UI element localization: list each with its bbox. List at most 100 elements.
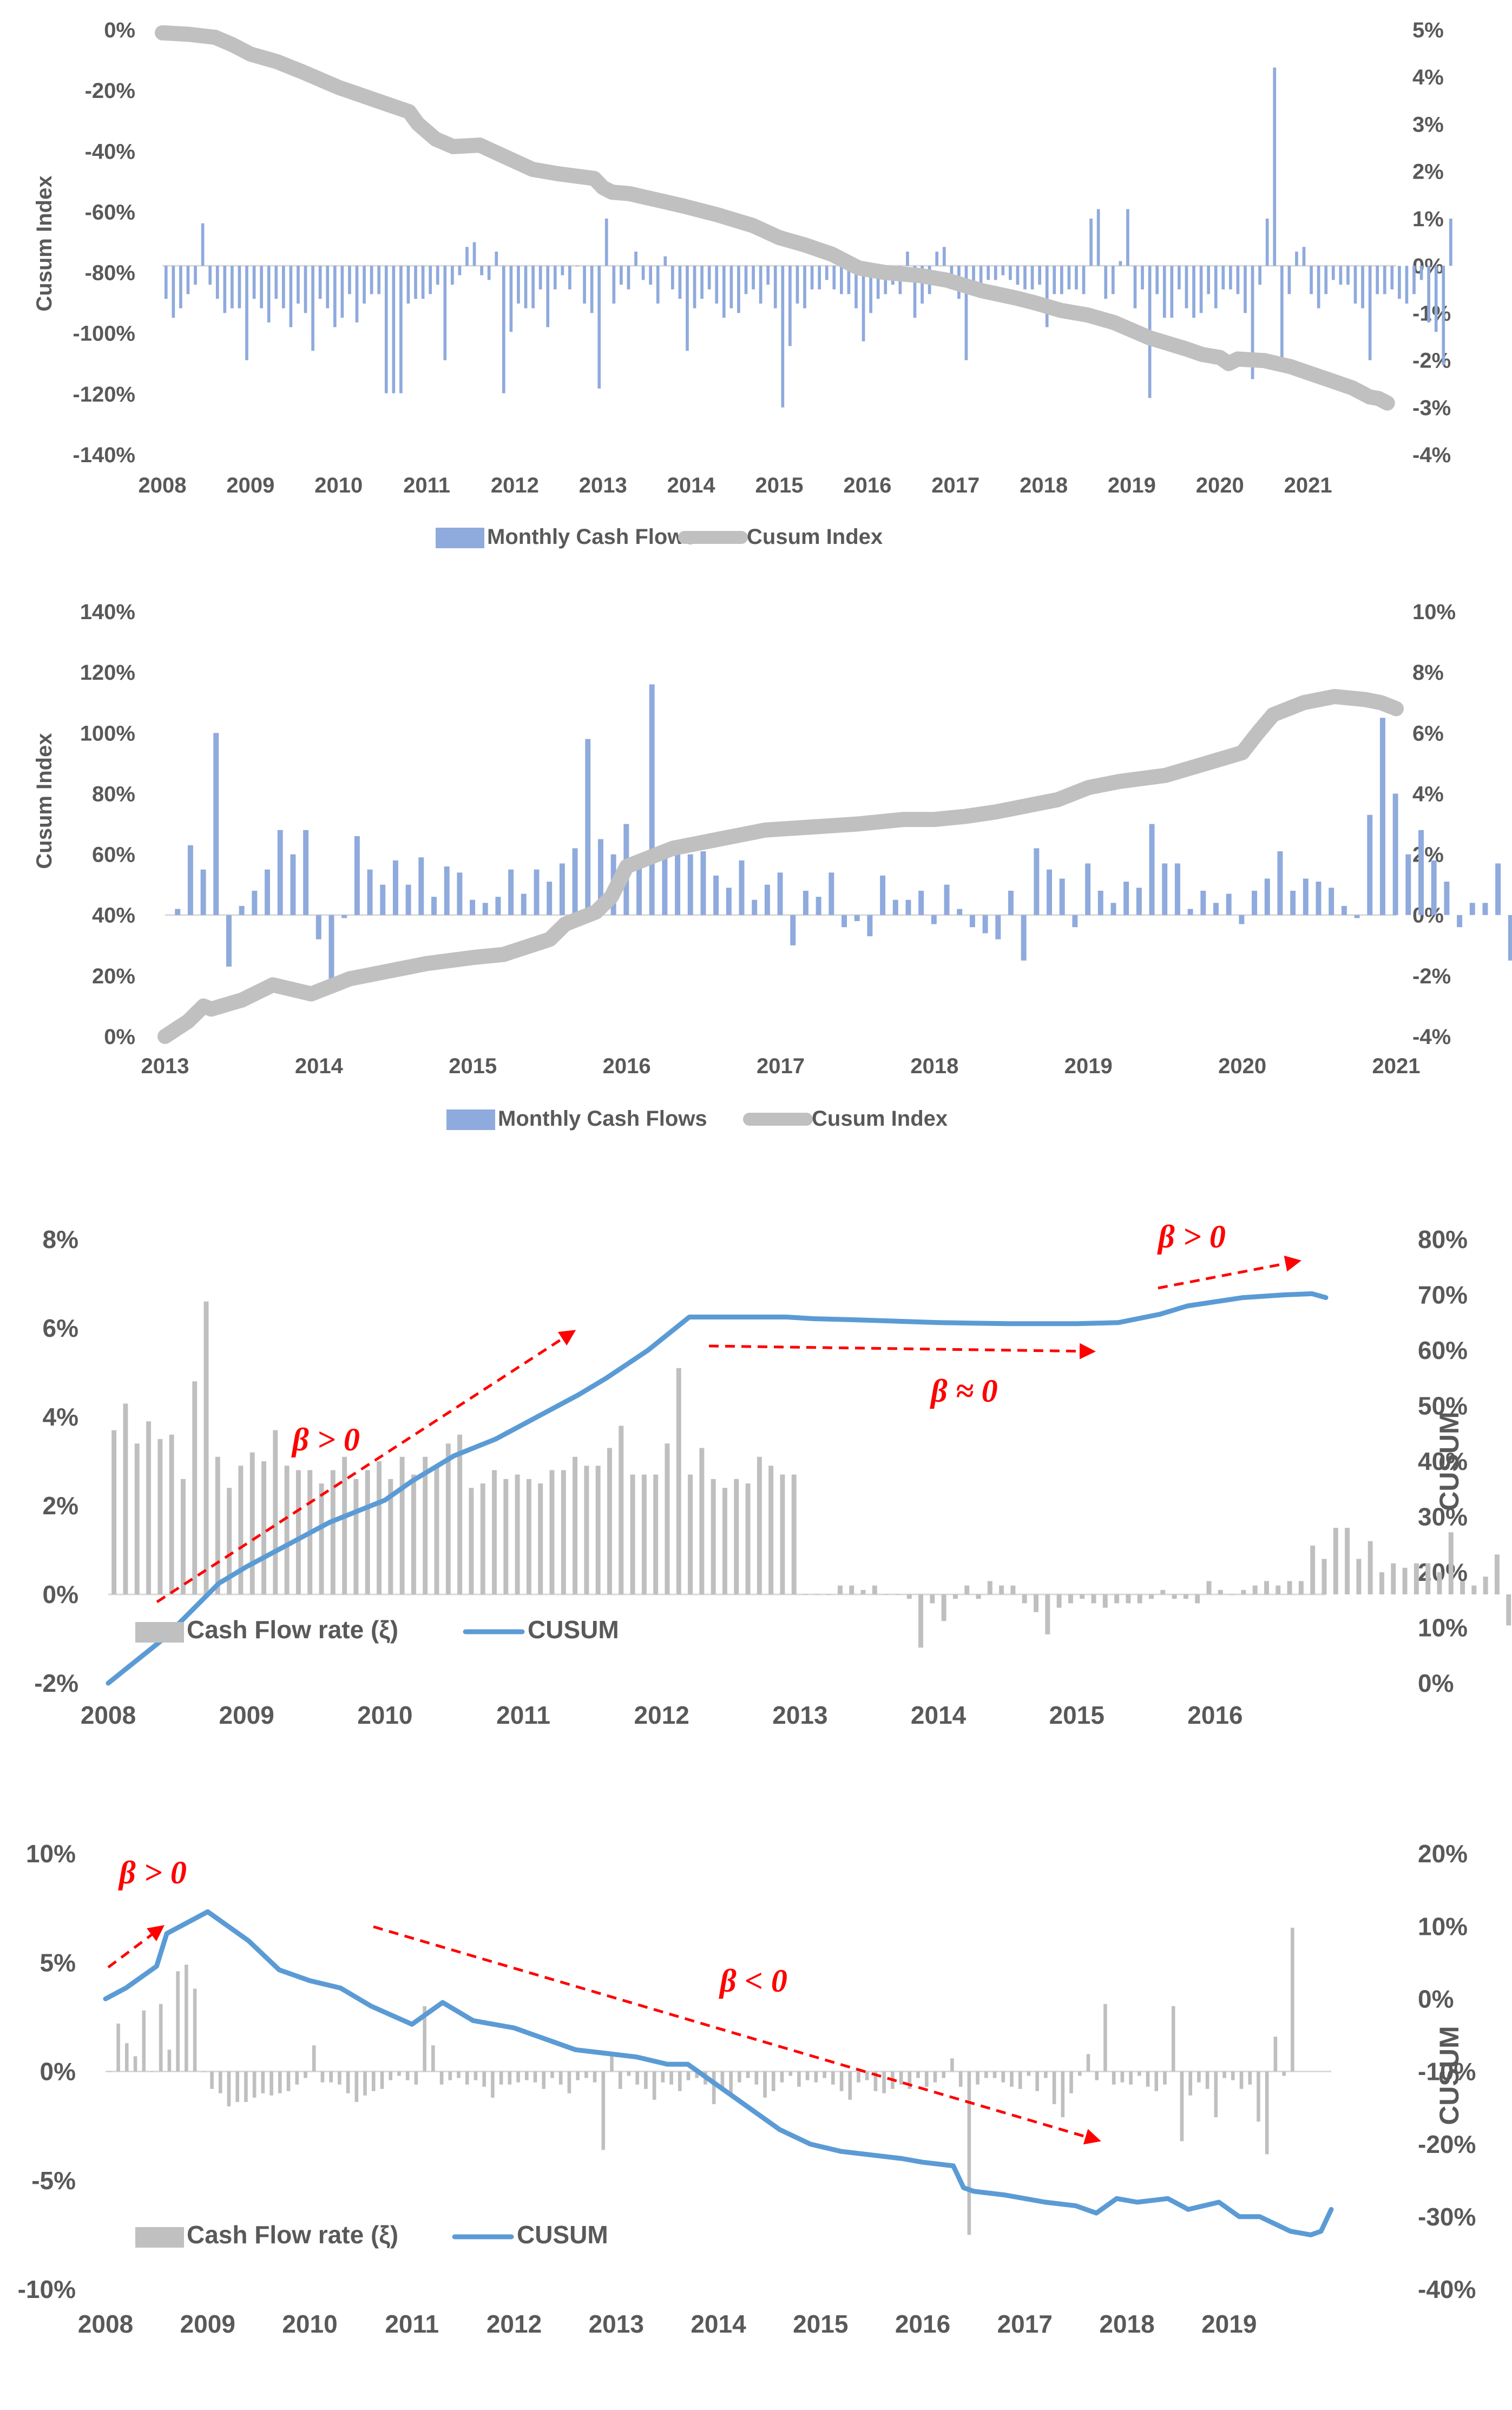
- cash-flow-bar: [825, 266, 829, 280]
- cash-flow-bar: [610, 2054, 614, 2072]
- cash-flow-bar: [670, 266, 674, 290]
- right-axis-tick: 10%: [1418, 1912, 1468, 1940]
- cash-flow-bar: [312, 2045, 316, 2072]
- cash-flow-bar: [1138, 2071, 1141, 2076]
- cash-flow-bar: [1469, 903, 1475, 915]
- cash-flow-bar: [744, 266, 748, 294]
- cash-flow-bar: [516, 2071, 520, 2083]
- cash-flow-bar: [482, 2071, 486, 2087]
- left-axis-tick: -120%: [73, 383, 135, 406]
- cash-flow-bar: [176, 1971, 180, 2072]
- cash-flow-bar: [905, 899, 911, 915]
- cash-flow-bar: [392, 860, 398, 915]
- right-axis-tick: -40%: [1418, 2275, 1476, 2303]
- cash-flow-bar: [810, 266, 814, 290]
- cash-flow-bar: [1154, 2071, 1159, 2091]
- left-axis-tick: 2%: [43, 1492, 78, 1520]
- right-axis-tick: -2%: [1412, 964, 1451, 988]
- cash-flow-bar: [116, 2023, 120, 2072]
- cash-flow-bar: [330, 1470, 336, 1594]
- cash-flow-bar: [252, 266, 256, 299]
- cash-flow-bar: [1405, 266, 1409, 304]
- cash-flow-bar: [465, 247, 469, 266]
- cash-flow-bar: [1056, 1594, 1062, 1608]
- cash-flow-bar: [715, 266, 719, 304]
- cash-flow-bar: [192, 1381, 198, 1594]
- cash-flow-bar: [133, 2056, 137, 2072]
- cash-flow-bar: [252, 890, 258, 915]
- cash-flow-bar: [1356, 1559, 1362, 1594]
- cash-flow-bar: [193, 1988, 197, 2072]
- cash-flow-bar: [788, 2071, 792, 2076]
- chart-2: 140% 120% 100% 80% 60% 40% 20% 0% 10% 8% 6% 4% 2% 0% -…: [32, 600, 1512, 1131]
- cash-flow-bar: [987, 1581, 992, 1594]
- cash-flow-bar: [164, 266, 168, 299]
- cash-flow-bar: [1077, 2071, 1082, 2076]
- cash-flow-bar: [1045, 1594, 1050, 1634]
- cash-flow-bar: [969, 915, 975, 928]
- cash-flow-bar: [1483, 1577, 1488, 1594]
- cash-flow-bar: [1353, 266, 1357, 304]
- left-axis-tick: 0%: [104, 18, 135, 42]
- cash-flow-bar: [210, 2071, 214, 2089]
- cash-flow-bar: [777, 872, 783, 915]
- cash-flow-bar: [676, 1368, 681, 1594]
- cash-flow-bar: [215, 266, 219, 299]
- cash-flow-bar: [842, 915, 847, 928]
- cash-flow-bar: [1412, 266, 1416, 294]
- cash-flow-bar: [707, 266, 711, 290]
- cash-flow-bar: [1102, 1594, 1108, 1608]
- cash-flow-bar: [1126, 209, 1129, 266]
- cash-flow-bar: [561, 266, 564, 275]
- legend-swatch-bar: [135, 2227, 184, 2248]
- cash-flow-bar: [538, 266, 542, 290]
- right-axis-tick: 50%: [1418, 1392, 1468, 1420]
- cash-flow-bar: [1431, 860, 1437, 915]
- cash-flow-bar: [738, 2071, 741, 2083]
- cash-flow-bar: [1008, 890, 1014, 915]
- cash-flow-bar: [848, 2071, 852, 2100]
- cash-flow-bar: [661, 2071, 665, 2083]
- cash-flow-bar: [1239, 915, 1245, 924]
- cash-flow-bar: [1287, 266, 1291, 294]
- cash-flow-bar: [1310, 1545, 1316, 1594]
- cash-flow-bar: [1016, 266, 1020, 285]
- cash-flow-bar: [994, 266, 997, 280]
- cash-flow-bar: [1427, 266, 1430, 323]
- cash-flow-bar: [318, 266, 322, 299]
- cash-flow-bar: [547, 882, 553, 915]
- cash-flow-bar: [832, 266, 836, 290]
- cash-flow-bar: [757, 1456, 762, 1594]
- cusum-line: [106, 1291, 1329, 1686]
- cash-flow-bar: [1333, 1528, 1338, 1594]
- cash-flow-bar: [218, 2071, 222, 2093]
- cash-flow-bar: [355, 266, 359, 323]
- x-axis-tick: 2013: [589, 2310, 644, 2338]
- cash-flow-bar: [662, 848, 668, 915]
- cash-flow-bar: [451, 266, 454, 285]
- cash-flow-bar: [1265, 218, 1269, 266]
- cash-flow-bar: [1195, 1594, 1200, 1604]
- cash-flow-bar: [167, 2050, 172, 2072]
- cash-flow-bar: [185, 1965, 188, 2072]
- cash-flow-bar: [363, 266, 366, 304]
- cash-flow-bar: [1075, 266, 1078, 290]
- cash-flow-bar: [1034, 1594, 1038, 1612]
- right-axis-tick: 20%: [1418, 1840, 1468, 1868]
- cash-flow-bar: [365, 1470, 370, 1594]
- cash-flow-bar: [1200, 890, 1206, 915]
- x-axis-tick: 2018: [1020, 474, 1068, 497]
- cash-flow-bar: [405, 2071, 410, 2080]
- cash-flow-bar: [857, 2071, 860, 2083]
- cash-flow-bar: [1162, 266, 1166, 318]
- cash-flow-bar: [584, 2071, 588, 2078]
- cash-flow-bar: [561, 1470, 566, 1594]
- x-axis-tick: 2009: [219, 1701, 274, 1729]
- cash-flow-bar: [274, 266, 278, 299]
- x-axis-tick: 2014: [295, 1054, 344, 1078]
- cash-flow-bar: [203, 1301, 209, 1594]
- beta-label: β ≈ 0: [930, 1373, 998, 1409]
- left-axis-tick: 80%: [92, 782, 135, 806]
- cash-flow-bar: [146, 1421, 152, 1594]
- cash-flow-bar: [1273, 67, 1277, 266]
